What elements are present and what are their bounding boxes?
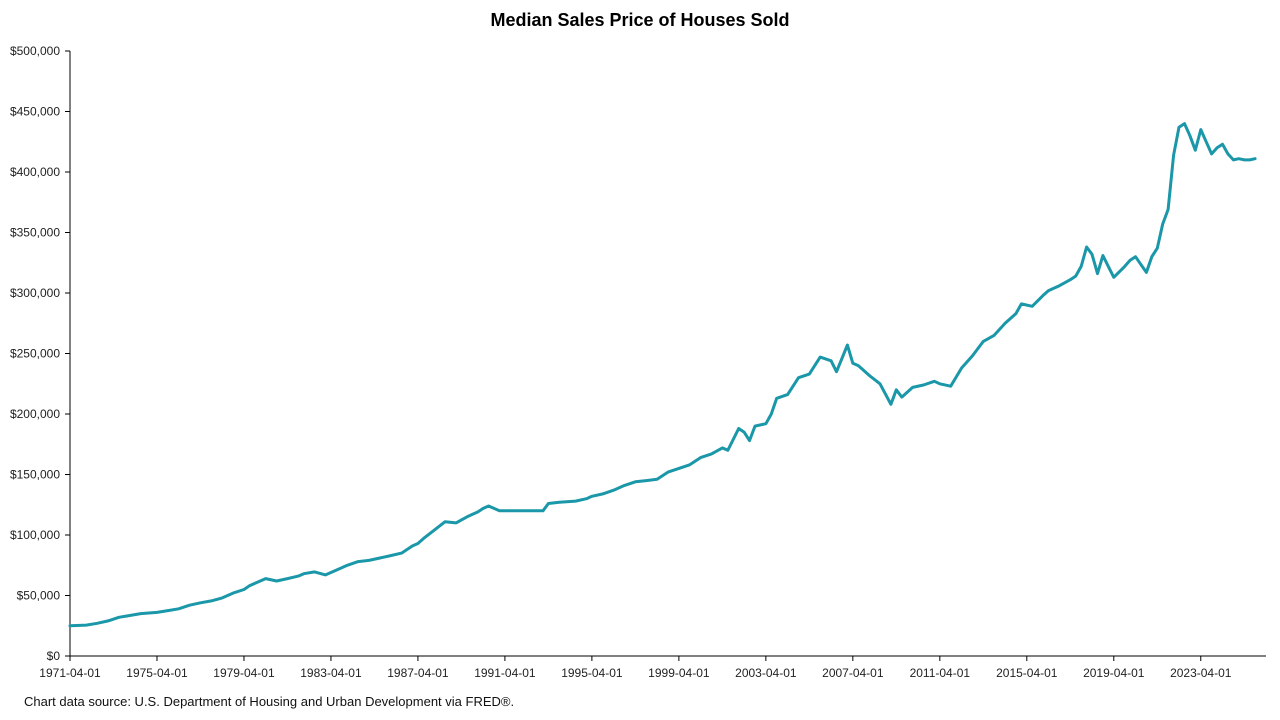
x-tick-label: 2007-04-01 <box>822 666 884 680</box>
y-tick-label: $500,000 <box>10 44 60 58</box>
series-line-median-price <box>68 122 1257 628</box>
x-tick-label: 2003-04-01 <box>735 666 797 680</box>
x-tick-label: 2015-04-01 <box>996 666 1058 680</box>
x-tick-label: 2011-04-01 <box>910 666 971 680</box>
x-tick-label: 1971-04-01 <box>39 666 101 680</box>
y-tick-label: $450,000 <box>10 105 60 119</box>
x-tick-label: 2019-04-01 <box>1083 666 1145 680</box>
y-tick-label: $300,000 <box>10 286 60 300</box>
chart-title: Median Sales Price of Houses Sold <box>490 10 790 30</box>
y-tick-label: $0 <box>47 649 61 663</box>
y-tick-label: $400,000 <box>10 165 60 179</box>
y-tick-label: $150,000 <box>10 468 60 482</box>
x-axis: 1971-04-01 1975-04-01 1979-04-01 1983-04-01… <box>39 655 1266 680</box>
x-tick-label: 1987-04-01 <box>387 666 449 680</box>
y-axis: $0 $50,000 $100,000 $150,000 $200,000 $250,00… <box>10 44 71 663</box>
y-tick-label: $100,000 <box>10 528 60 542</box>
x-tick-label: 1979-04-01 <box>213 666 275 680</box>
x-tick-label: 2023-04-01 <box>1170 666 1232 680</box>
y-tick-label: $250,000 <box>10 347 60 361</box>
chart-source-note: Chart data source: U.S. Department of Ho… <box>24 694 515 709</box>
series-group <box>68 122 1257 628</box>
x-tick-label: 1999-04-01 <box>648 666 710 680</box>
y-tick-label: $350,000 <box>10 226 60 240</box>
y-tick-label: $200,000 <box>10 407 60 421</box>
y-tick-label: $50,000 <box>17 589 61 603</box>
x-tick-label: 1995-04-01 <box>561 666 623 680</box>
x-tick-label: 1991-04-01 <box>474 666 536 680</box>
x-tick-label: 1975-04-01 <box>126 666 188 680</box>
x-tick-label: 1983-04-01 <box>300 666 362 680</box>
